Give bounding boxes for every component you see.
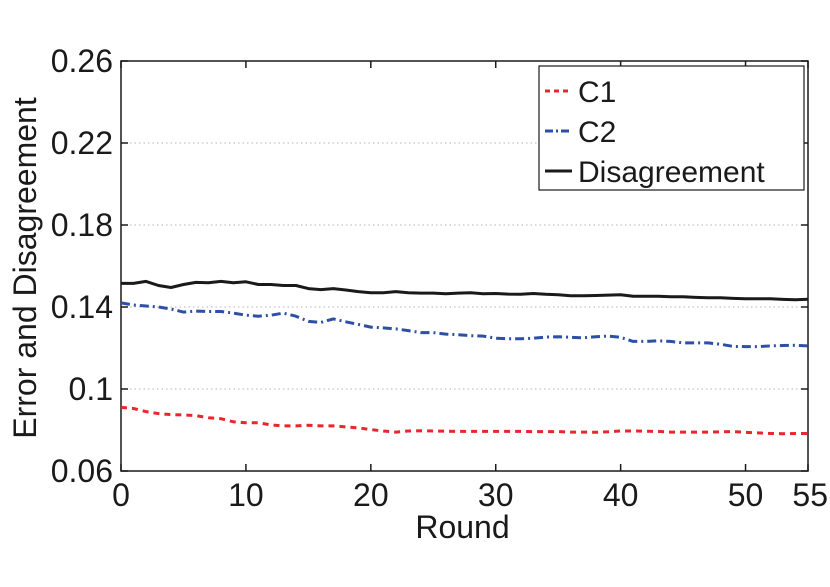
series-line-c2 xyxy=(120,301,809,349)
y-tick-label: 0.18 xyxy=(51,207,113,243)
legend-label: C2 xyxy=(578,116,616,149)
x-tick-label: 55 xyxy=(792,477,828,513)
y-axis-title: Error and Disagreement xyxy=(7,97,43,439)
series-line-c1 xyxy=(120,405,808,436)
x-tick-label: 50 xyxy=(728,477,764,513)
y-tick-label: 0.14 xyxy=(51,289,113,325)
y-tick-label: 0.1 xyxy=(69,371,113,407)
series-lines xyxy=(120,279,809,436)
y-tick-label: 0.06 xyxy=(51,453,113,489)
legend-label: C1 xyxy=(578,76,616,109)
legend-label: Disagreement xyxy=(578,156,765,189)
x-tick-label: 10 xyxy=(228,477,264,513)
x-tick-label: 40 xyxy=(603,477,639,513)
y-tick-label: 0.22 xyxy=(51,125,113,161)
series-line-disagreement xyxy=(121,279,809,302)
x-tick-label: 20 xyxy=(353,477,389,513)
legend: C1 C2 Disagreement xyxy=(538,65,805,191)
axis-ticks: 0.06 0.1 0.14 0.18 0.22 0.26 0 10 20 30 40 50 55 xyxy=(51,43,828,513)
x-tick-label: 30 xyxy=(478,477,514,513)
x-axis-title: Round xyxy=(415,509,509,545)
legend-box xyxy=(538,65,805,191)
x-tick-label: 0 xyxy=(112,477,130,513)
y-tick-label: 0.26 xyxy=(51,43,113,79)
plot-area-frame xyxy=(120,60,809,472)
